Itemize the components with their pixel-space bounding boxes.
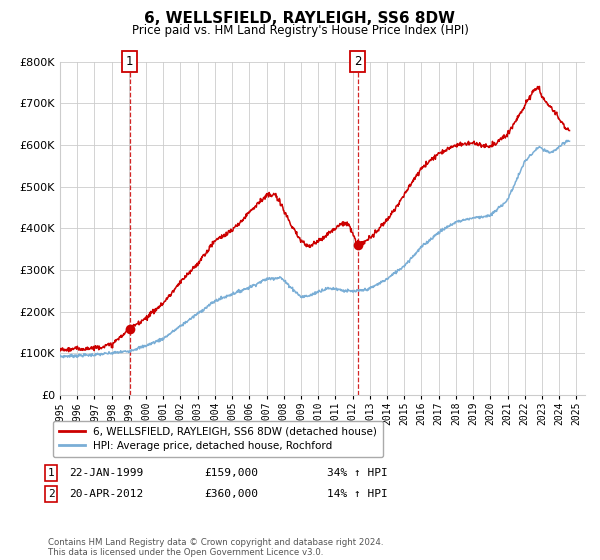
Text: £159,000: £159,000	[204, 468, 258, 478]
Text: 1: 1	[47, 468, 55, 478]
Text: 6, WELLSFIELD, RAYLEIGH, SS6 8DW: 6, WELLSFIELD, RAYLEIGH, SS6 8DW	[145, 11, 455, 26]
Text: 2: 2	[47, 489, 55, 499]
Text: Contains HM Land Registry data © Crown copyright and database right 2024.
This d: Contains HM Land Registry data © Crown c…	[48, 538, 383, 557]
Text: Price paid vs. HM Land Registry's House Price Index (HPI): Price paid vs. HM Land Registry's House …	[131, 24, 469, 36]
Legend: 6, WELLSFIELD, RAYLEIGH, SS6 8DW (detached house), HPI: Average price, detached : 6, WELLSFIELD, RAYLEIGH, SS6 8DW (detach…	[53, 421, 383, 457]
Text: 14% ↑ HPI: 14% ↑ HPI	[327, 489, 388, 499]
Text: 1: 1	[126, 55, 134, 68]
Text: 20-APR-2012: 20-APR-2012	[69, 489, 143, 499]
Text: 2: 2	[354, 55, 362, 68]
Text: 22-JAN-1999: 22-JAN-1999	[69, 468, 143, 478]
Text: £360,000: £360,000	[204, 489, 258, 499]
Text: 34% ↑ HPI: 34% ↑ HPI	[327, 468, 388, 478]
